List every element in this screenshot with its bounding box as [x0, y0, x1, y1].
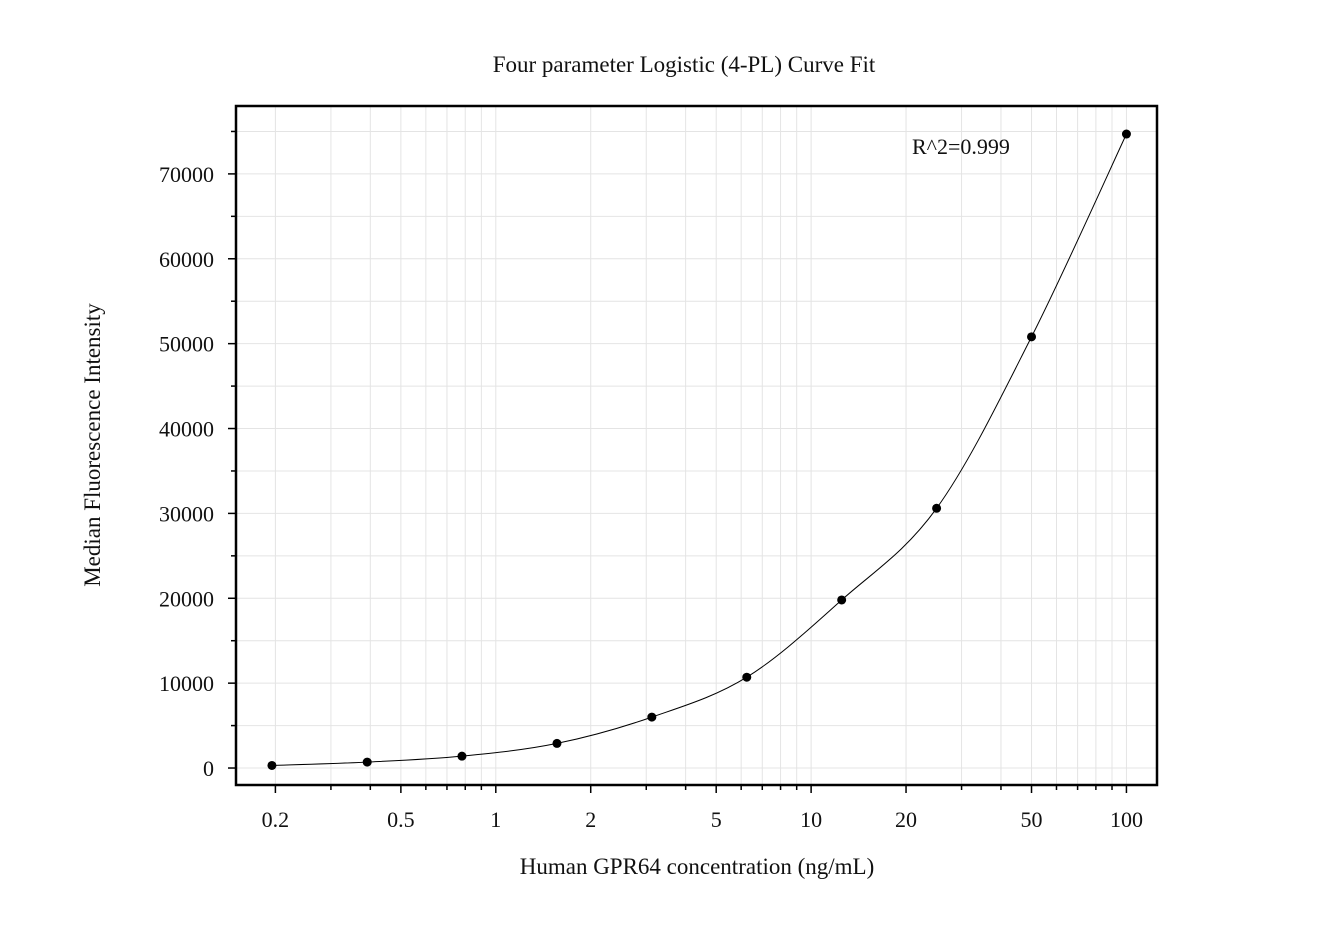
x-tick-label: 10: [800, 807, 822, 832]
y-tick-label: 10000: [159, 671, 214, 696]
data-point: [647, 712, 657, 722]
data-point: [267, 760, 277, 770]
y-tick-labels: 0 10000 20000 30000 40000 50000 60000 70000: [159, 162, 214, 781]
data-point: [552, 738, 562, 748]
x-tick-label: 2: [585, 807, 596, 832]
data-point: [837, 595, 847, 605]
x-tick-labels: 0.2 0.5 1 2 5 10 20 50 100: [262, 807, 1143, 832]
data-point: [932, 503, 942, 513]
y-tick-label: 50000: [159, 332, 214, 357]
r-squared-annotation: R^2=0.999: [912, 134, 1010, 159]
plot-frame: [234, 104, 1159, 787]
x-tick-label: 50: [1021, 807, 1043, 832]
x-tick-label: 0.2: [262, 807, 290, 832]
x-tick-label: 0.5: [387, 807, 415, 832]
y-tick-label: 40000: [159, 417, 214, 442]
data-point: [1027, 332, 1037, 342]
grid: [236, 106, 1157, 785]
y-tick-label: 0: [203, 756, 214, 781]
x-tick-label: 100: [1110, 807, 1143, 832]
data-point: [1121, 129, 1131, 139]
y-axis-label: Median Fluorescence Intensity: [80, 303, 105, 587]
data-point: [362, 757, 372, 767]
x-tick-label: 1: [490, 807, 501, 832]
chart-title: Four parameter Logistic (4-PL) Curve Fit: [493, 52, 876, 77]
y-tick-label: 20000: [159, 586, 214, 611]
data-points: [267, 129, 1131, 770]
y-tick-label: 70000: [159, 162, 214, 187]
fit-curve-line: [271, 133, 1127, 766]
data-point: [457, 751, 467, 761]
x-tick-label: 20: [895, 807, 917, 832]
axis-ticks: [228, 130, 1128, 793]
x-axis-label: Human GPR64 concentration (ng/mL): [520, 854, 875, 879]
y-tick-label: 60000: [159, 247, 214, 272]
y-tick-label: 30000: [159, 501, 214, 526]
x-tick-label: 5: [711, 807, 722, 832]
data-point: [742, 672, 752, 682]
